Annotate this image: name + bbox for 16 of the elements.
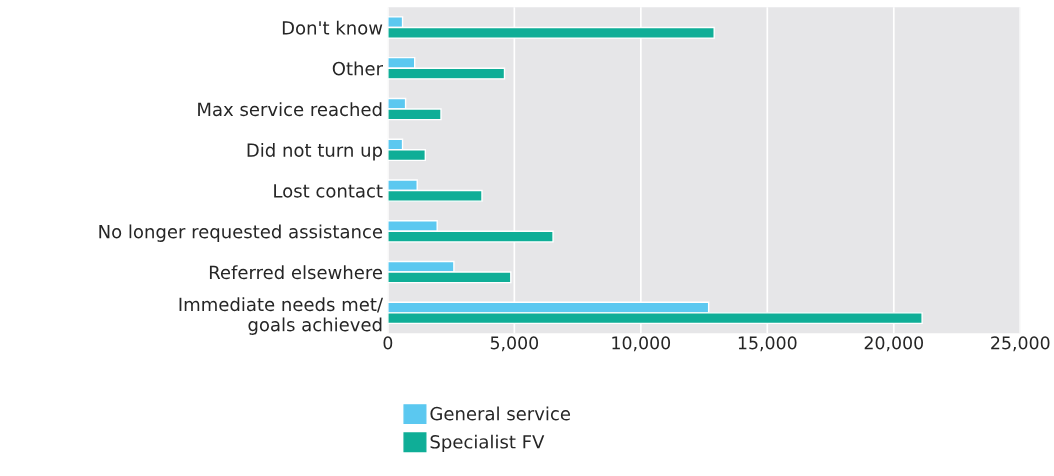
x-tick-label: 20,000: [864, 336, 924, 352]
y-tick-label: Lost contact: [274, 184, 383, 198]
y-tick-label: Max service reached: [198, 102, 382, 117]
y-tick-label: Don't know: [282, 20, 383, 35]
x-tick-label: 25,000: [991, 336, 1050, 352]
x-tick-label: 5,000: [490, 336, 539, 352]
x-tick-label: 10,000: [612, 336, 671, 352]
x-tick-label: 0: [383, 336, 393, 350]
y-tick-label: Immediate needs met/ goals achieved: [179, 297, 384, 335]
y-tick-label: Other: [332, 61, 384, 76]
y-tick-label: Referred elsewhere: [209, 265, 383, 280]
y-tick-label: No longer requested assistance: [99, 224, 383, 242]
legend-label: General service: [430, 406, 571, 421]
y-tick-label: Did not turn up: [247, 142, 383, 161]
legend-label: Specialist FV: [430, 434, 545, 453]
x-tick-label: 15,000: [738, 336, 797, 352]
